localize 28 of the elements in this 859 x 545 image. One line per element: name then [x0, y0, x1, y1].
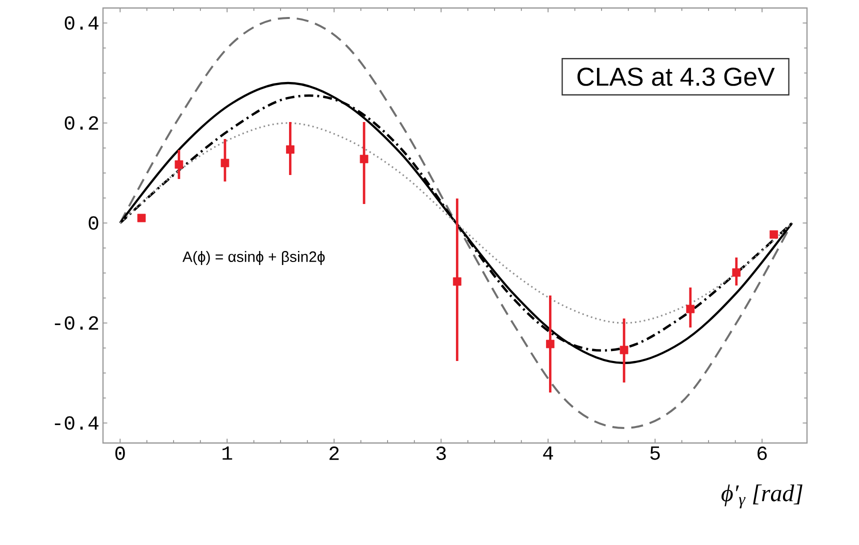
x-tick-label: 0	[115, 446, 125, 460]
point	[620, 346, 628, 354]
line-series	[119, 17, 794, 429]
x-tick-label: 3	[436, 446, 446, 460]
point	[360, 154, 368, 164]
annotation: A(ϕ) = αsinϕ + βsin2ϕ	[182, 251, 325, 265]
y-tick-label: -0.4	[54, 416, 98, 430]
x-axis-title: ϕ′$_{γ}$ [rad]	[722, 484, 802, 508]
x-tick-label: 1	[222, 446, 232, 460]
line-series	[119, 122, 793, 324]
point	[137, 214, 146, 222]
y-tick-label: 0.4	[64, 16, 98, 30]
point	[546, 340, 554, 348]
x-tick-label: 6	[758, 446, 767, 460]
annotation: CLAS at 4.3 GeV	[577, 68, 775, 86]
y-tick-label: 0.2	[64, 116, 98, 130]
y-tick-label: -0.2	[54, 316, 98, 330]
point	[732, 268, 741, 277]
point	[174, 160, 184, 169]
point	[452, 277, 462, 286]
y-tick-label: 0	[88, 216, 98, 230]
point	[686, 304, 695, 314]
point	[286, 145, 294, 154]
x-tick-label: 4	[543, 446, 554, 460]
x-tick-label: 5	[650, 446, 660, 460]
point	[770, 230, 778, 239]
point	[220, 158, 230, 168]
x-tick-label: 2	[330, 446, 339, 460]
